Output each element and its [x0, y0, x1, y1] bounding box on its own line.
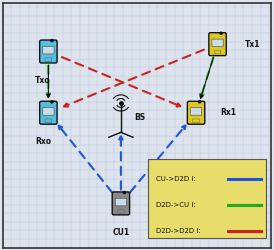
FancyBboxPatch shape	[209, 33, 226, 56]
Circle shape	[220, 32, 222, 34]
Text: CU->D2D I:: CU->D2D I:	[156, 176, 196, 182]
FancyBboxPatch shape	[45, 58, 52, 61]
FancyBboxPatch shape	[193, 119, 199, 122]
FancyBboxPatch shape	[112, 192, 130, 215]
Text: D2D->D2D I:: D2D->D2D I:	[156, 228, 201, 234]
FancyBboxPatch shape	[148, 159, 266, 238]
FancyBboxPatch shape	[187, 101, 205, 124]
FancyBboxPatch shape	[212, 39, 223, 46]
Circle shape	[51, 40, 53, 42]
Circle shape	[51, 101, 53, 103]
FancyBboxPatch shape	[118, 210, 124, 213]
FancyBboxPatch shape	[214, 50, 221, 54]
Text: D2D->CU I:: D2D->CU I:	[156, 202, 196, 208]
Text: Rxo: Rxo	[35, 137, 51, 146]
FancyBboxPatch shape	[45, 119, 52, 122]
Text: Tx1: Tx1	[244, 40, 260, 49]
Circle shape	[198, 101, 201, 103]
Text: Txo: Txo	[35, 76, 51, 85]
FancyBboxPatch shape	[43, 46, 54, 54]
Text: BS: BS	[134, 113, 145, 122]
FancyBboxPatch shape	[115, 198, 127, 206]
FancyBboxPatch shape	[40, 101, 57, 124]
FancyBboxPatch shape	[190, 108, 202, 115]
Text: CU1: CU1	[112, 228, 129, 237]
Circle shape	[123, 192, 125, 194]
FancyBboxPatch shape	[43, 108, 54, 115]
FancyBboxPatch shape	[40, 40, 57, 63]
Text: Rx1: Rx1	[220, 108, 236, 117]
